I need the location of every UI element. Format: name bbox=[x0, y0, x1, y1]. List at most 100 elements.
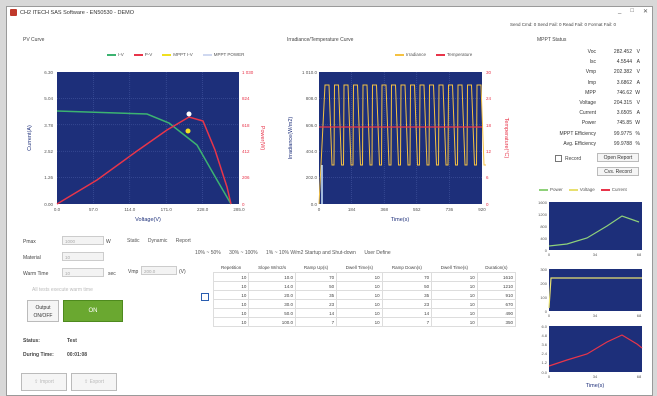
irr-ylabel-left: Irradiance(W/m2) bbox=[288, 117, 294, 160]
table-cell[interactable]: 10 bbox=[431, 290, 478, 300]
svg-text:920: 920 bbox=[478, 207, 486, 212]
table-cell[interactable]: 10 bbox=[431, 272, 478, 282]
svg-text:0.0: 0.0 bbox=[541, 370, 547, 375]
table-cell[interactable]: 70 bbox=[294, 272, 338, 282]
tab-startup-shutdown[interactable]: 1% ~ 10% W/m2 Startup and Shut-down bbox=[266, 250, 356, 256]
table-cell[interactable]: 10 bbox=[212, 290, 250, 300]
table-cell[interactable]: 10.0 bbox=[248, 272, 296, 282]
table-cell[interactable]: 10 bbox=[336, 299, 383, 309]
mini-legend: Power Voltage Current bbox=[539, 187, 627, 192]
mppt-row-unit: W bbox=[635, 120, 640, 127]
output-toggle-label[interactable]: Output ON/OFF bbox=[27, 300, 59, 322]
vmp-input[interactable]: 200.0 bbox=[141, 266, 177, 275]
svg-text:736: 736 bbox=[446, 207, 454, 212]
table-cell[interactable]: 10 bbox=[212, 272, 250, 282]
close-button[interactable]: ✕ bbox=[642, 9, 648, 15]
open-report-button[interactable]: Open Report bbox=[597, 153, 639, 162]
table-cell[interactable]: 350 bbox=[476, 317, 517, 327]
export-button[interactable]: ⇪ Export bbox=[71, 373, 117, 391]
table-cell[interactable]: 30.0 bbox=[248, 299, 296, 309]
minimize-button[interactable]: _ bbox=[618, 8, 622, 14]
table-cell[interactable]: 10 bbox=[336, 281, 383, 291]
table-cell[interactable]: 490 bbox=[476, 308, 517, 318]
mppt-row-unit: V bbox=[636, 100, 640, 106]
tab-report[interactable]: Report bbox=[175, 238, 191, 244]
tab-user-define[interactable]: User Define bbox=[364, 250, 391, 256]
table-cell[interactable]: 10 bbox=[212, 317, 250, 327]
app-window: CH2 ITECH SAS Software - EN50530 - DEMO … bbox=[6, 6, 653, 396]
svg-text:30: 30 bbox=[486, 70, 492, 75]
table-cell[interactable]: 1210 bbox=[476, 281, 517, 291]
mppt-row-unit: A bbox=[636, 79, 640, 86]
tab-static[interactable]: Static bbox=[127, 238, 140, 244]
mppt-power-point bbox=[186, 111, 192, 117]
table-row[interactable]: 10 100.0 7 10 7 10 350 bbox=[212, 317, 517, 327]
svg-text:552: 552 bbox=[413, 207, 421, 212]
warm-time-input[interactable]: 10 bbox=[62, 268, 104, 277]
table-header: Repetition bbox=[221, 265, 242, 270]
table-cell[interactable]: 14 bbox=[294, 308, 338, 318]
material-select[interactable]: 10 bbox=[62, 252, 104, 261]
table-header: Ramp Down(s) bbox=[391, 265, 422, 270]
table-cell[interactable]: 10 bbox=[212, 281, 250, 291]
table-cell[interactable]: 10 bbox=[336, 308, 383, 318]
pv-curve-chart: 6.30 5.04 3.78 2.52 1.26 0.00 1 030 824 … bbox=[27, 70, 265, 223]
table-cell[interactable]: 10 bbox=[336, 317, 383, 327]
table-cell[interactable]: 7 bbox=[381, 317, 433, 327]
table-header: Duration(s) bbox=[485, 265, 508, 270]
table-cell[interactable]: 50 bbox=[294, 281, 338, 291]
table-cell[interactable]: 14 bbox=[381, 308, 433, 318]
svg-text:1600: 1600 bbox=[538, 200, 548, 205]
table-cell[interactable]: 23 bbox=[381, 299, 433, 309]
maximize-button[interactable]: □ bbox=[630, 8, 634, 14]
mppt-row-value: 99.9788 bbox=[613, 140, 632, 147]
svg-text:285.0: 285.0 bbox=[233, 207, 245, 212]
table-cell[interactable]: 10 bbox=[431, 299, 478, 309]
table-cell[interactable]: 23 bbox=[294, 299, 338, 309]
table-cell[interactable]: 10 bbox=[431, 308, 478, 318]
table-row[interactable]: 10 30.0 23 10 23 10 670 bbox=[212, 299, 517, 309]
mppt-row-avg-efficiency: Avg. Efficiency 99.9788% bbox=[552, 141, 642, 147]
table-cell[interactable]: 10 bbox=[431, 317, 478, 327]
pmax-input[interactable]: 1000 bbox=[62, 236, 104, 245]
table-cell[interactable]: 910 bbox=[476, 290, 517, 300]
output-on-button[interactable]: ON bbox=[63, 300, 123, 322]
table-cell[interactable]: 70 bbox=[381, 272, 433, 282]
record-checkbox[interactable]: Record bbox=[555, 155, 581, 162]
table-cell[interactable]: 10 bbox=[212, 308, 250, 318]
tab-30-100[interactable]: 30% ~ 100% bbox=[229, 250, 258, 256]
table-row[interactable]: 10 14.0 50 10 50 10 1210 bbox=[212, 281, 517, 291]
table-cell[interactable]: 10 bbox=[336, 272, 383, 282]
svg-text:0.00: 0.00 bbox=[44, 202, 53, 207]
table-cell[interactable]: 50.0 bbox=[248, 308, 296, 318]
mppt-row-value: 99.9775 bbox=[613, 130, 632, 137]
table-cell[interactable]: 50 bbox=[381, 281, 433, 291]
select-all-icon[interactable] bbox=[201, 293, 209, 301]
tab-10-50[interactable]: 10% ~ 50% bbox=[195, 250, 221, 256]
svg-text:400: 400 bbox=[540, 236, 547, 241]
mppt-row-label: Isc bbox=[589, 59, 596, 66]
table-cell[interactable]: 1610 bbox=[476, 272, 517, 282]
table-row[interactable]: 10 50.0 14 10 14 10 490 bbox=[212, 308, 517, 318]
table-row[interactable]: 10 10.0 70 10 70 10 1610 bbox=[212, 272, 517, 282]
pv-curve-line bbox=[56, 116, 232, 205]
table-cell[interactable]: 10 bbox=[212, 299, 250, 309]
table-cell[interactable]: 20.0 bbox=[248, 290, 296, 300]
import-button[interactable]: ⇪ Import bbox=[21, 373, 67, 391]
table-row[interactable]: 10 20.0 35 10 35 10 910 bbox=[212, 290, 517, 300]
table-cell[interactable]: 14.0 bbox=[248, 281, 296, 291]
cvs-record-button[interactable]: Cvs. Record bbox=[597, 167, 639, 176]
mppt-row-value: 204.315 bbox=[613, 100, 632, 106]
pmax-label: Pmax bbox=[23, 239, 36, 245]
tab-dynamic[interactable]: Dynamic bbox=[147, 238, 168, 244]
svg-text:0: 0 bbox=[548, 252, 551, 257]
table-cell[interactable]: 100.0 bbox=[248, 317, 296, 327]
table-cell[interactable]: 670 bbox=[476, 299, 517, 309]
table-cell[interactable]: 10 bbox=[431, 281, 478, 291]
table-cell[interactable]: 35 bbox=[381, 290, 433, 300]
window-title: CH2 ITECH SAS Software - EN50530 - DEMO bbox=[20, 9, 135, 16]
table-cell[interactable]: 10 bbox=[336, 290, 383, 300]
vmp-unit: (V) bbox=[179, 269, 186, 275]
table-cell[interactable]: 7 bbox=[294, 317, 338, 327]
table-cell[interactable]: 35 bbox=[294, 290, 338, 300]
